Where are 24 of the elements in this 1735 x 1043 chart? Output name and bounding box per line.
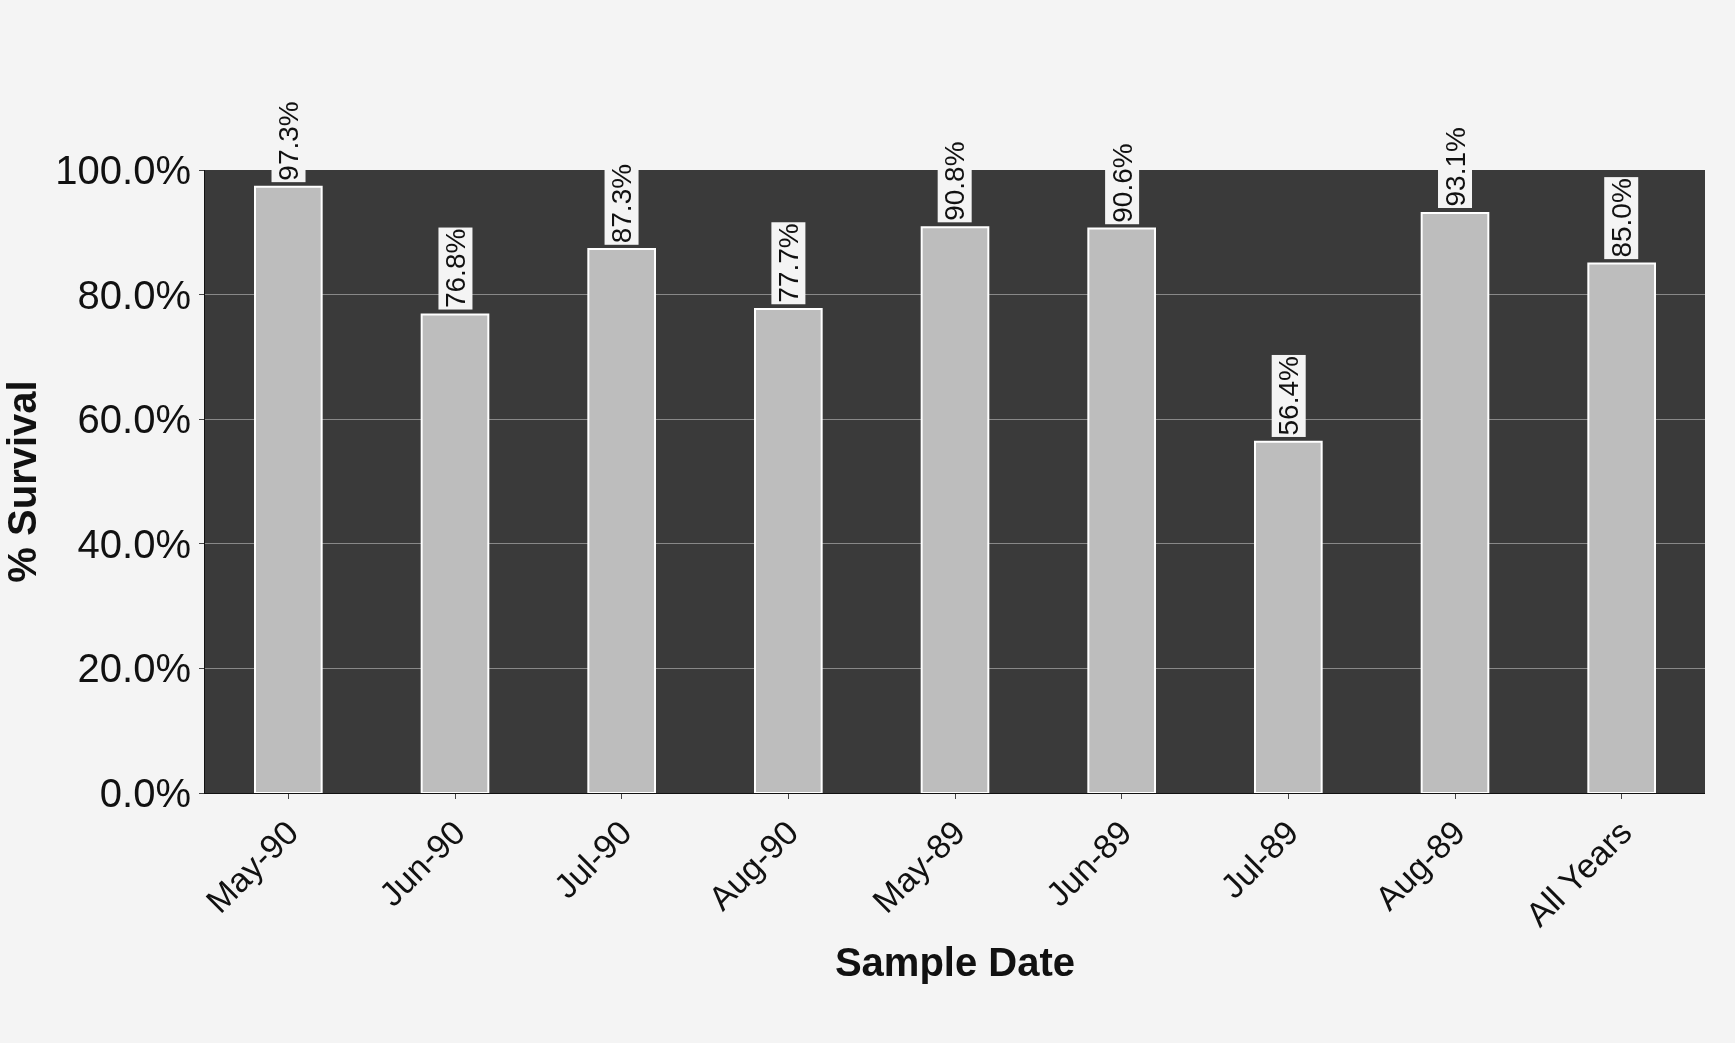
y-tick-label: 40.0% — [77, 521, 191, 566]
bar — [1420, 211, 1490, 793]
data-label: 90.8% — [939, 141, 971, 221]
x-axis-title: Sample Date — [834, 939, 1076, 984]
y-tick-label: 20.0% — [77, 646, 191, 691]
bar — [1587, 262, 1656, 793]
bar — [420, 313, 490, 793]
y-axis-title: % Survival — [0, 380, 44, 583]
bar — [587, 248, 656, 793]
bar — [920, 226, 990, 793]
y-tick-label: 100.0% — [55, 148, 191, 192]
bar — [754, 307, 823, 793]
data-label: 97.3% — [273, 101, 305, 181]
y-tick-label: 60.0% — [77, 397, 191, 442]
data-label: 87.3% — [606, 163, 638, 244]
data-label: 56.4% — [1273, 356, 1305, 436]
y-tick-label: 80.0% — [77, 272, 191, 317]
bar — [1254, 440, 1323, 793]
data-label: 76.8% — [439, 228, 471, 309]
data-label: 93.1% — [1439, 127, 1471, 207]
data-label: 85.0% — [1605, 178, 1637, 258]
data-label: 77.7% — [772, 223, 804, 303]
y-tick-label: 0.0% — [99, 771, 191, 815]
data-label: 90.6% — [1106, 143, 1138, 223]
